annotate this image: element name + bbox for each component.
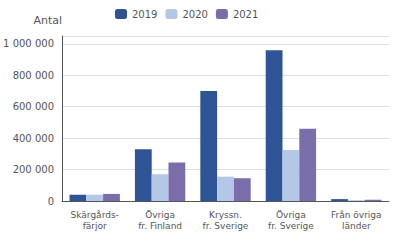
- svg-text:länder: länder: [342, 221, 371, 231]
- svg-text:600 000: 600 000: [13, 101, 54, 112]
- svg-text:1 000 000: 1 000 000: [3, 38, 54, 49]
- svg-text:färjor: färjor: [83, 221, 107, 231]
- svg-text:2021: 2021: [233, 9, 258, 20]
- svg-text:fr. Finland: fr. Finland: [138, 221, 182, 231]
- svg-text:Antal: Antal: [33, 14, 62, 27]
- svg-text:400 000: 400 000: [13, 133, 54, 144]
- svg-text:2019: 2019: [132, 9, 157, 20]
- svg-text:fr. Sverige: fr. Sverige: [203, 221, 249, 231]
- svg-text:Övriga: Övriga: [276, 210, 306, 220]
- svg-text:Från övriga: Från övriga: [331, 210, 382, 220]
- svg-text:2020: 2020: [182, 9, 207, 20]
- svg-text:Övriga: Övriga: [145, 210, 175, 220]
- svg-text:0: 0: [48, 196, 54, 207]
- svg-text:800 000: 800 000: [13, 70, 54, 81]
- svg-text:Skärgårds-: Skärgårds-: [71, 210, 119, 220]
- svg-text:Kryssn.: Kryssn.: [209, 210, 242, 220]
- svg-text:200 000: 200 000: [13, 164, 54, 175]
- svg-text:fr. Sverige: fr. Sverige: [268, 221, 314, 231]
